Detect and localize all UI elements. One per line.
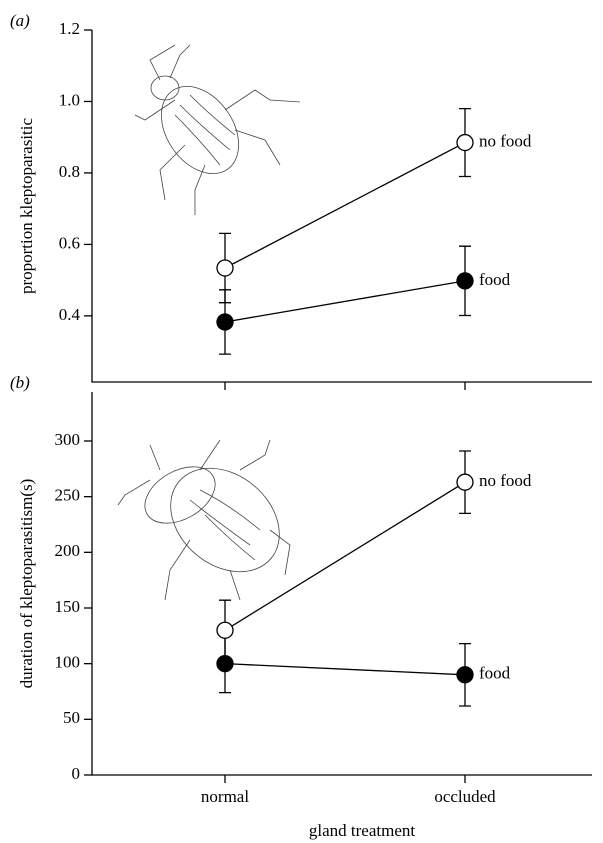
y-tick-label: 0.4 bbox=[59, 305, 81, 324]
y-tick-label: 200 bbox=[55, 541, 81, 560]
y-axis-label: duration of kleptoparasitism(s) bbox=[17, 479, 36, 689]
marker bbox=[216, 259, 234, 277]
y-tick-label: 0 bbox=[72, 764, 81, 783]
x-tick-label: occluded bbox=[434, 787, 496, 806]
panel-label: (a) bbox=[10, 11, 30, 30]
insect-illustration-a bbox=[134, 44, 301, 215]
marker bbox=[216, 655, 234, 673]
y-tick-label: 0.8 bbox=[59, 162, 80, 181]
series-label: no food bbox=[479, 131, 532, 150]
y-tick-label: 250 bbox=[55, 486, 81, 505]
series-label: no food bbox=[479, 471, 532, 490]
y-tick-label: 150 bbox=[55, 597, 81, 616]
series-label: food bbox=[479, 270, 511, 289]
marker bbox=[456, 272, 474, 290]
y-tick-label: 50 bbox=[63, 708, 80, 727]
y-tick-label: 0.6 bbox=[59, 233, 80, 252]
axis-line bbox=[91, 392, 592, 776]
marker bbox=[216, 313, 234, 331]
insect-illustration-b bbox=[117, 439, 291, 601]
series-line bbox=[224, 663, 466, 676]
series-line bbox=[224, 481, 466, 631]
series-line bbox=[224, 280, 466, 323]
y-tick-label: 1.0 bbox=[59, 90, 80, 109]
series-label: food bbox=[479, 664, 511, 683]
marker bbox=[456, 666, 474, 684]
series-line bbox=[224, 141, 466, 269]
y-tick-label: 300 bbox=[55, 430, 81, 449]
axis-line bbox=[91, 30, 592, 383]
y-tick-label: 100 bbox=[55, 653, 81, 672]
marker bbox=[216, 621, 234, 639]
x-axis-label: gland treatment bbox=[309, 821, 415, 840]
y-axis-label: proportion kleptoparasitic bbox=[17, 117, 36, 294]
y-tick-label: 1.2 bbox=[59, 19, 80, 38]
panel-label: (b) bbox=[10, 373, 30, 392]
x-tick-label: normal bbox=[201, 787, 249, 806]
marker bbox=[456, 133, 474, 152]
marker bbox=[456, 473, 474, 491]
